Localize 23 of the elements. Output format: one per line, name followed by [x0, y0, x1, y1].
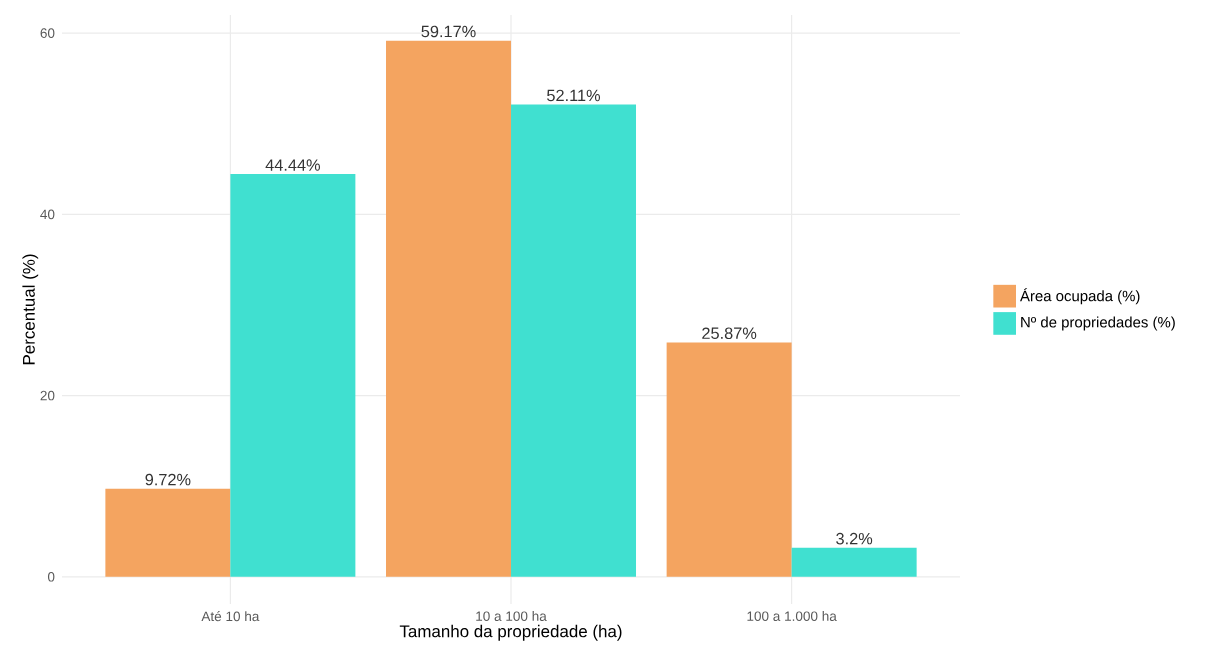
bar: [230, 174, 356, 577]
data-label: 3.2%: [836, 532, 873, 545]
bar: [386, 40, 512, 577]
data-label: 25.87%: [702, 327, 757, 339]
x-tick-label: 10 a 100 ha: [476, 611, 547, 621]
bar: [105, 488, 231, 577]
x-axis-title: Tamanho da propriedade (ha): [399, 624, 622, 641]
y-tick-label: 20: [40, 390, 55, 401]
bar: [666, 342, 792, 577]
y-tick-label: 60: [40, 28, 55, 38]
x-tick-label: Até 10 ha: [201, 611, 260, 622]
legend-label: Área ocupada (%): [1020, 288, 1140, 305]
data-label: 59.17%: [421, 25, 476, 38]
y-axis-title: Percentual (%): [22, 254, 39, 365]
bar: [791, 547, 917, 577]
data-label: 44.44%: [265, 159, 320, 171]
bar: [511, 104, 637, 577]
y-tick-label: 40: [40, 209, 55, 220]
legend-label: Nº de propriedades (%): [1021, 316, 1175, 331]
data-label: 52.11%: [547, 89, 601, 102]
y-tick-label: 0: [47, 572, 55, 582]
data-label: 9.72%: [145, 473, 191, 486]
x-tick-label: 100 a 1.000 ha: [747, 611, 837, 621]
